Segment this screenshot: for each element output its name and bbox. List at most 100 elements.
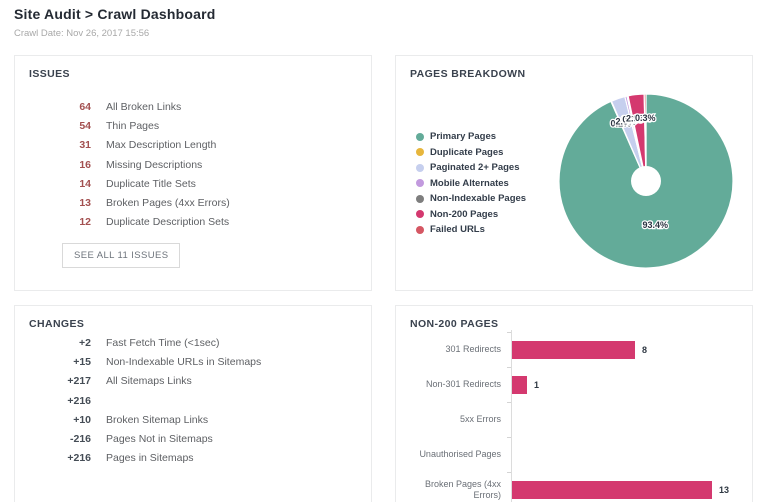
issue-label[interactable]: Max Description Length [106, 139, 217, 152]
axis-tick [507, 367, 511, 368]
see-all-issues-button[interactable]: SEE ALL 11 ISSUES [62, 243, 181, 268]
bar-track: 13 [512, 480, 752, 499]
pie-data-label: 0.4% [621, 115, 642, 125]
change-count: +216 [67, 394, 91, 407]
bar-row-unauthorised-pages: Unauthorised Pages [396, 437, 752, 472]
issue-count: 14 [79, 177, 91, 190]
legend-item-non-indexable-pages[interactable]: Non-Indexable Pages [416, 191, 526, 207]
legend-label: Duplicate Pages [430, 146, 504, 158]
change-count: +2 [79, 336, 91, 349]
change-label[interactable]: Broken Sitemap Links [106, 413, 209, 426]
issue-count: 54 [79, 119, 91, 132]
issue-row: 13 Broken Pages (4xx Errors) [15, 193, 371, 212]
crawl-date: Crawl Date: Nov 26, 2017 15:56 [14, 28, 150, 39]
change-count: +216 [67, 452, 91, 465]
change-row: +217 All Sitemaps Links [15, 372, 371, 391]
change-row: -216 Pages Not in Sitemaps [15, 429, 371, 448]
change-label[interactable]: Fast Fetch Time (<1sec) [106, 336, 220, 349]
legend-item-mobile-alternates[interactable]: Mobile Alternates [416, 176, 526, 192]
legend-label: Mobile Alternates [430, 177, 509, 189]
non200-pages-panel-title: NON-200 PAGES [410, 318, 499, 330]
bar-row-broken-pages-4xx-errors-: Broken Pages (4xx Errors) 13 [396, 472, 752, 502]
change-row: +10 Broken Sitemap Links [15, 410, 371, 429]
issue-label[interactable]: Thin Pages [106, 119, 160, 132]
bar-fill[interactable] [512, 375, 527, 394]
issue-row: 14 Duplicate Title Sets [15, 174, 371, 193]
change-count: -216 [69, 433, 91, 446]
issues-list: 64 All Broken Links 54 Thin Pages 31 Max Desc… [15, 97, 371, 232]
bar-category-label: Non-301 Redirects [425, 379, 501, 389]
bar-value-label: 1 [534, 379, 540, 390]
pages-breakdown-donut-chart: 93.4% 0.1%2.6%0.4%0.2%2.97%0.3% [558, 93, 734, 269]
donut-hole [631, 166, 661, 196]
change-label[interactable]: Pages Not in Sitemaps [106, 433, 213, 446]
pie-data-label: 0.2% [622, 114, 643, 124]
issue-count: 64 [79, 100, 91, 113]
pages-breakdown-panel-title: PAGES BREAKDOWN [410, 68, 526, 80]
issue-row: 31 Max Description Length [15, 136, 371, 155]
legend-item-paginated-2-pages[interactable]: Paginated 2+ Pages [416, 160, 526, 176]
legend-dot-icon [416, 163, 424, 172]
legend-label: Failed URLs [430, 224, 485, 236]
changes-list: +2 Fast Fetch Time (<1sec) +15 Non-Indexabl… [15, 333, 371, 468]
axis-tick [507, 402, 511, 403]
pie-slice-failed-urls[interactable] [643, 93, 647, 182]
change-count: +15 [73, 355, 91, 368]
bar-category-label: Broken Pages (4xx Errors) [424, 478, 501, 500]
pie-data-label: 0.3% [635, 113, 656, 123]
legend-item-duplicate-pages[interactable]: Duplicate Pages [416, 145, 526, 161]
issue-row: 64 All Broken Links [15, 97, 371, 116]
non200-bar-chart: 301 Redirects 8 Non-301 Redirects 1 5xx Erro… [396, 332, 752, 502]
bar-fill[interactable] [512, 340, 635, 359]
issue-row: 54 Thin Pages [15, 116, 371, 135]
legend-label: Non-Indexable Pages [430, 193, 527, 205]
pages-breakdown-panel: PAGES BREAKDOWN 93.4% 0.1% 2.6% 0.4% 0.2% 2.9… [395, 55, 753, 291]
issue-label[interactable]: All Broken Links [106, 100, 182, 113]
pie-data-label: 2.97% [626, 113, 652, 123]
bar-track: 1 [512, 375, 752, 394]
change-label[interactable]: Pages in Sitemaps [106, 452, 194, 465]
issue-label[interactable]: Duplicate Description Sets [106, 216, 230, 229]
issue-label[interactable]: Duplicate Title Sets [106, 177, 196, 190]
bar-value-label: 8 [642, 344, 648, 355]
pie-data-label: 2.6% [616, 116, 637, 126]
bar-category-label: 301 Redirects [445, 344, 501, 354]
non200-pages-panel: NON-200 PAGES 301 Redirects 8 Non-301 Redi… [395, 305, 753, 502]
bar-value-label: 13 [719, 484, 730, 495]
axis-tick [507, 332, 511, 333]
bar-category-label: Unauthorised Pages [419, 449, 501, 459]
changes-panel-title: CHANGES [29, 318, 85, 330]
legend-label: Primary Pages [430, 131, 497, 143]
pages-breakdown-legend: Primary Pages Duplicate Pages Paginated 2+… [416, 129, 526, 238]
issues-panel-title: ISSUES [29, 68, 70, 80]
issue-count: 12 [79, 216, 91, 229]
legend-dot-icon [416, 132, 424, 141]
axis-tick [507, 472, 511, 473]
bar-category-label: 5xx Errors [459, 414, 501, 424]
issue-row: 12 Duplicate Description Sets [15, 213, 371, 232]
issue-label[interactable]: Missing Descriptions [106, 158, 203, 171]
issue-label[interactable]: Broken Pages (4xx Errors) [106, 197, 230, 210]
issue-count: 31 [79, 139, 91, 152]
legend-dot-icon [416, 210, 424, 219]
legend-dot-icon [416, 148, 424, 157]
changes-panel: CHANGES +2 Fast Fetch Time (<1sec) +15 Non-… [14, 305, 372, 502]
legend-item-non-200-pages[interactable]: Non-200 Pages [416, 207, 526, 223]
change-label[interactable]: Non-Indexable URLs in Sitemaps [106, 355, 262, 368]
bar-row-301-redirects: 301 Redirects 8 [396, 332, 752, 367]
issue-row: 16 Missing Descriptions [15, 155, 371, 174]
bar-track: 8 [512, 340, 752, 359]
legend-dot-icon [416, 179, 424, 188]
issue-count: 16 [79, 158, 91, 171]
legend-item-failed-urls[interactable]: Failed URLs [416, 222, 526, 238]
issues-panel: ISSUES 64 All Broken Links 54 Thin Pages 31 M… [14, 55, 372, 291]
change-row: +15 Non-Indexable URLs in Sitemaps [15, 352, 371, 371]
page-header: Site Audit > Crawl Dashboard Crawl Date:… [14, 6, 216, 39]
bar-row-non-301-redirects: Non-301 Redirects 1 [396, 367, 752, 402]
legend-label: Non-200 Pages [430, 208, 499, 220]
bar-fill[interactable] [512, 480, 712, 499]
legend-item-primary-pages[interactable]: Primary Pages [416, 129, 526, 145]
pie-data-label: 0.1% [611, 118, 632, 128]
change-label[interactable]: All Sitemaps Links [106, 375, 192, 388]
